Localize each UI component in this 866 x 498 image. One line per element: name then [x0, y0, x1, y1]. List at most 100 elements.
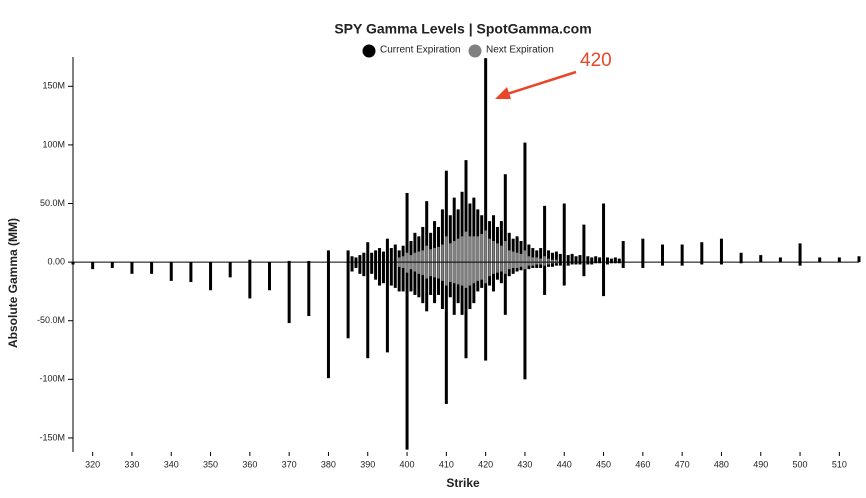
- bar: [409, 255, 413, 263]
- bar: [433, 221, 437, 263]
- y-axis-title: Absolute Gamma (MM): [6, 218, 20, 348]
- bar: [503, 262, 507, 315]
- bar: [287, 260, 291, 263]
- bar: [578, 255, 582, 263]
- bar: [358, 255, 362, 263]
- bar: [437, 246, 440, 263]
- bar: [421, 226, 425, 263]
- bar: [393, 262, 397, 288]
- bar: [539, 262, 543, 268]
- bar: [326, 262, 330, 379]
- bar: [515, 236, 519, 263]
- bar: [539, 258, 542, 263]
- bar: [441, 262, 444, 281]
- bar: [488, 262, 491, 277]
- bar: [535, 262, 539, 268]
- bar: [641, 238, 645, 263]
- bar: [582, 262, 586, 277]
- bar: [417, 262, 421, 298]
- y-tick-label: 0.00: [47, 256, 65, 266]
- bar: [350, 256, 354, 263]
- bar: [661, 262, 664, 266]
- x-tick-label: 440: [557, 459, 572, 469]
- bar: [661, 244, 664, 263]
- bar: [719, 262, 723, 265]
- bar: [130, 262, 134, 274]
- bar: [531, 257, 535, 263]
- bar: [566, 255, 570, 263]
- bar: [397, 257, 401, 263]
- bar: [429, 232, 433, 263]
- bar: [456, 209, 460, 263]
- bar: [523, 262, 527, 270]
- bar: [421, 262, 424, 276]
- bar: [523, 250, 527, 263]
- bar: [519, 253, 523, 263]
- bar: [515, 262, 519, 268]
- y-tick-label: -150M: [39, 432, 65, 442]
- bar: [448, 215, 452, 263]
- bar: [326, 250, 330, 263]
- bar: [468, 262, 472, 286]
- bar: [425, 201, 429, 263]
- bar: [543, 262, 546, 266]
- legend-label: Current Expiration: [380, 45, 461, 56]
- bar: [401, 262, 405, 268]
- bar: [449, 243, 452, 263]
- bar: [508, 262, 511, 270]
- bar: [504, 262, 507, 274]
- bar: [91, 262, 95, 270]
- x-tick-label: 390: [360, 459, 375, 469]
- bar: [413, 252, 417, 263]
- x-tick-label: 450: [596, 459, 611, 469]
- bar: [511, 238, 515, 263]
- bar: [492, 262, 496, 292]
- bar: [492, 215, 496, 263]
- bar: [440, 209, 444, 263]
- bar: [436, 226, 440, 263]
- y-tick-label: 50.0M: [40, 198, 65, 208]
- bar: [818, 257, 822, 263]
- bar: [366, 242, 370, 263]
- bar: [582, 224, 586, 263]
- bar: [472, 197, 476, 263]
- legend-swatch: [362, 44, 376, 58]
- bar: [374, 262, 378, 280]
- bar: [307, 262, 311, 317]
- bar: [574, 256, 578, 263]
- bar: [523, 262, 527, 380]
- bar: [397, 262, 401, 267]
- bar: [248, 262, 252, 299]
- bar: [496, 243, 499, 263]
- legend-label: Next Expiration: [486, 45, 554, 56]
- bar: [354, 262, 358, 268]
- bar: [555, 259, 558, 263]
- bar: [617, 258, 621, 263]
- bar: [484, 262, 488, 361]
- x-tick-label: 460: [635, 459, 650, 469]
- x-tick-label: 360: [242, 459, 257, 469]
- y-tick-label: 150M: [42, 81, 65, 91]
- bar: [598, 262, 602, 264]
- bar: [413, 262, 417, 272]
- bar: [150, 262, 154, 274]
- bar: [554, 251, 558, 263]
- bar: [389, 248, 393, 263]
- bar: [759, 255, 763, 263]
- bar: [440, 262, 444, 310]
- bar: [378, 262, 382, 286]
- bar: [511, 251, 515, 263]
- bar: [401, 262, 405, 292]
- bar: [527, 244, 531, 263]
- annotation-arrow: [495, 70, 577, 99]
- bar: [543, 205, 547, 263]
- bar: [445, 236, 448, 263]
- bar: [543, 256, 546, 263]
- bar: [362, 252, 366, 263]
- bar: [405, 262, 409, 450]
- bar: [405, 192, 409, 263]
- bar: [456, 238, 460, 263]
- y-tick-label: 100M: [42, 139, 65, 149]
- bar: [393, 244, 397, 263]
- bar: [837, 257, 841, 263]
